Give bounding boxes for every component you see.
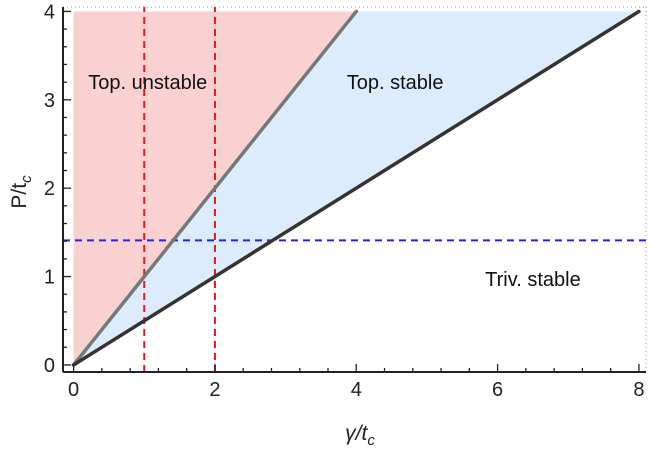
y-tick-label: 4 bbox=[44, 1, 55, 23]
x-tick-label: 6 bbox=[492, 379, 503, 401]
x-axis-label-main: γ/t bbox=[345, 422, 368, 445]
plot-area: 0 2 4 6 8 0 1 2 3 4 Top. unstable Top. stable Triv. … bbox=[44, 1, 647, 401]
x-tick-label: 0 bbox=[68, 379, 79, 401]
x-tick-label: 4 bbox=[351, 379, 362, 401]
region-label-top-stable: Top. stable bbox=[347, 72, 444, 94]
region-top-stable bbox=[73, 11, 639, 365]
x-tick-label: 8 bbox=[633, 379, 644, 401]
x-axis-label-sub: c bbox=[367, 432, 375, 449]
y-axis-label-sub: c bbox=[18, 175, 35, 183]
y-tick-label: 2 bbox=[44, 178, 55, 200]
boundary-line-steep bbox=[71, 9, 359, 367]
y-axis-label: P/tc bbox=[8, 175, 35, 209]
x-tick-label: 2 bbox=[209, 379, 220, 401]
y-tick-label: 1 bbox=[44, 267, 55, 289]
boundary-line-shallow bbox=[71, 9, 641, 367]
region-label-top-unstable: Top. unstable bbox=[88, 72, 207, 94]
region-label-triv-stable: Triv. stable bbox=[485, 269, 581, 291]
y-axis-label-main: P/t bbox=[8, 183, 31, 209]
y-tick-label: 0 bbox=[44, 355, 55, 377]
y-tick-label: 3 bbox=[44, 90, 55, 112]
x-axis-label: γ/tc bbox=[345, 422, 375, 449]
